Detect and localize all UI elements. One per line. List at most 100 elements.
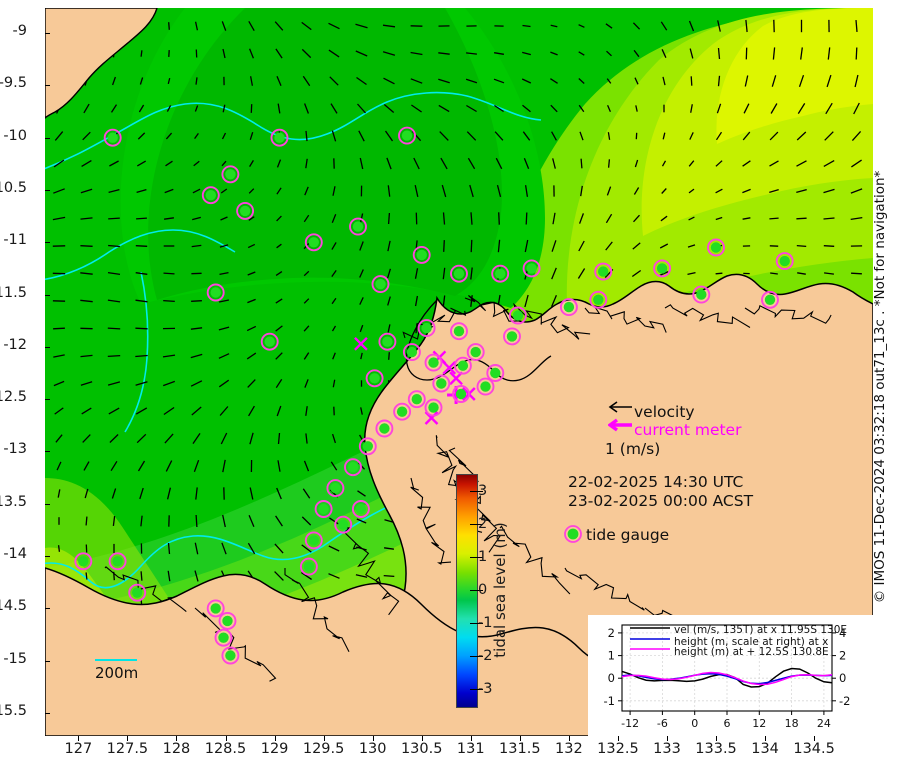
credit-text: © IMOS 11-Dec-2024 03:32:18 out71_13c . … bbox=[872, 170, 888, 604]
tide-gauge-marker[interactable] bbox=[128, 583, 147, 602]
tide-gauge-marker[interactable] bbox=[594, 262, 613, 281]
svg-text:2: 2 bbox=[839, 649, 846, 663]
tide-gauge-marker[interactable] bbox=[221, 646, 240, 665]
tide-gauge-marker[interactable] bbox=[450, 264, 468, 283]
colorbar-tick-label: 2 bbox=[478, 515, 488, 532]
colorbar-tick-mark bbox=[470, 689, 483, 691]
x-axis-tick-mark bbox=[421, 736, 423, 741]
tide-gauge-marker[interactable] bbox=[402, 343, 421, 362]
tide-gauge-marker[interactable] bbox=[371, 275, 390, 294]
colorbar-tick-mark bbox=[470, 590, 483, 591]
tide-gauge-marker[interactable] bbox=[508, 306, 527, 325]
velocity-arrow-icon bbox=[608, 401, 632, 413]
y-axis-tick-label: -15 bbox=[3, 650, 27, 667]
y-axis-tick-mark bbox=[45, 137, 50, 139]
tide-gauge-marker[interactable] bbox=[692, 285, 711, 304]
tide-gauge-marker[interactable] bbox=[260, 332, 279, 351]
tide-gauge-marker[interactable] bbox=[218, 611, 237, 630]
colorbar-tick-label: 0 bbox=[478, 582, 488, 598]
tide-gauge-marker[interactable] bbox=[450, 322, 468, 341]
tide-gauge-marker[interactable] bbox=[214, 628, 233, 647]
tide-gauge-marker[interactable] bbox=[486, 364, 505, 382]
svg-text:-1: -1 bbox=[604, 694, 615, 708]
tide-gauge-marker[interactable] bbox=[476, 377, 495, 396]
tide-gauge-marker[interactable] bbox=[775, 252, 794, 271]
tide-gauge-marker[interactable] bbox=[452, 385, 470, 403]
tide-gauge-marker[interactable] bbox=[326, 479, 345, 498]
x-axis-tick-mark bbox=[127, 736, 129, 741]
tide-gauge-marker[interactable] bbox=[589, 290, 608, 309]
y-axis-tick-mark bbox=[45, 85, 50, 87]
y-axis-tick-label: -10 bbox=[3, 127, 27, 144]
x-axis-tick-label: 129 bbox=[260, 741, 289, 757]
y-axis-tick-mark bbox=[45, 399, 50, 401]
velocity-scale-label: 1 (m/s) bbox=[605, 440, 661, 458]
tide-gauge-marker[interactable] bbox=[344, 458, 362, 477]
tide-gauge-marker[interactable] bbox=[201, 186, 220, 205]
current-meter-legend-label: current meter bbox=[634, 421, 742, 439]
tide-gauge-marker[interactable] bbox=[304, 531, 323, 550]
tide-gauge-marker[interactable] bbox=[351, 500, 370, 518]
tide-gauge-marker[interactable] bbox=[375, 419, 394, 438]
tide-gauge-marker[interactable] bbox=[393, 402, 412, 421]
tide-gauge-marker[interactable] bbox=[206, 599, 225, 618]
current-meter-marker[interactable] bbox=[354, 336, 368, 351]
current-meter-marker[interactable] bbox=[449, 371, 463, 386]
tide-gauge-marker[interactable] bbox=[358, 437, 377, 456]
tide-gauge-marker[interactable] bbox=[424, 353, 443, 372]
tide-gauge-marker[interactable] bbox=[103, 128, 122, 147]
tide-gauge-marker[interactable] bbox=[466, 343, 485, 362]
tide-gauge-marker[interactable] bbox=[108, 552, 127, 571]
tide-gauge-marker[interactable] bbox=[398, 126, 416, 145]
tide-gauge-marker[interactable] bbox=[299, 557, 318, 576]
tide-gauge-marker[interactable] bbox=[349, 217, 367, 236]
tide-gauge-marker[interactable] bbox=[761, 290, 779, 309]
y-axis-tick-mark bbox=[45, 242, 50, 244]
tide-gauge-marker[interactable] bbox=[407, 390, 426, 409]
x-axis-tick-mark bbox=[765, 736, 767, 741]
colorbar-tick-label: -3 bbox=[478, 681, 493, 698]
tide-gauge-marker[interactable] bbox=[412, 245, 431, 264]
colorbar-tick-mark bbox=[470, 523, 483, 525]
tide-gauge-marker[interactable] bbox=[334, 515, 353, 534]
tide-gauge-marker[interactable] bbox=[424, 398, 443, 417]
tide-gauge-markers[interactable] bbox=[74, 126, 794, 665]
tide-gauge-marker[interactable] bbox=[270, 128, 289, 147]
tide-gauge-marker[interactable] bbox=[221, 165, 240, 184]
x-axis-tick-mark bbox=[568, 736, 570, 741]
y-axis-tick-label: -14 bbox=[3, 546, 27, 563]
tide-gauge-marker[interactable] bbox=[522, 259, 541, 278]
x-axis-tick-label: 132.5 bbox=[597, 741, 639, 757]
tide-gauge-marker[interactable] bbox=[417, 319, 436, 338]
tide-gauge-marker[interactable] bbox=[707, 238, 725, 257]
tide-gauge-marker[interactable] bbox=[432, 374, 451, 393]
current-meter-marker[interactable] bbox=[442, 360, 457, 375]
tide-gauge-marker[interactable] bbox=[503, 327, 521, 346]
y-axis-tick-label: -13.5 bbox=[0, 493, 27, 510]
tide-gauge-marker[interactable] bbox=[236, 201, 255, 220]
y-axis-tick-mark bbox=[45, 294, 50, 296]
x-axis-tick-mark bbox=[519, 736, 521, 741]
x-axis-tick-label: 127 bbox=[64, 741, 93, 757]
x-axis-tick-label: 133 bbox=[653, 741, 681, 757]
tide-gauge-marker[interactable] bbox=[314, 500, 333, 518]
tide-gauge-marker[interactable] bbox=[206, 283, 225, 302]
y-axis-tick-label: -12.5 bbox=[0, 389, 27, 406]
tide-gauge-marker[interactable] bbox=[559, 298, 578, 317]
svg-text:2: 2 bbox=[608, 626, 615, 640]
x-axis-tick-label: 134 bbox=[751, 741, 779, 757]
timeseries-inset[interactable]: -12 -6 0 6 12 18 24 2 1 0 -1 6 4 2 0 -2 vel (m/s, 135T)… bbox=[588, 615, 873, 736]
tide-gauge-marker[interactable] bbox=[304, 233, 323, 252]
tide-gauge-marker[interactable] bbox=[74, 552, 93, 571]
svg-text:-12: -12 bbox=[621, 717, 639, 730]
x-axis-tick-mark bbox=[617, 736, 619, 741]
tide-gauge-marker[interactable] bbox=[453, 356, 472, 375]
tide-gauge-marker[interactable] bbox=[378, 332, 397, 351]
y-axis-tick-mark bbox=[45, 503, 50, 505]
y-axis-tick-label: -14.5 bbox=[0, 598, 27, 615]
tide-gauge-marker[interactable] bbox=[653, 259, 672, 278]
y-axis-tick-label: -11 bbox=[3, 232, 27, 249]
tide-gauge-marker[interactable] bbox=[491, 264, 510, 283]
x-axis-tick-mark bbox=[470, 736, 472, 741]
tide-gauge-marker[interactable] bbox=[365, 369, 384, 388]
